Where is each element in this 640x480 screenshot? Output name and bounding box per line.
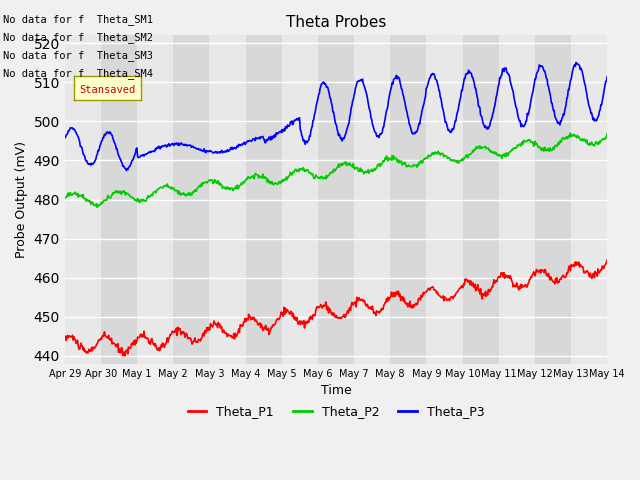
- Line: Theta_P1: Theta_P1: [65, 260, 607, 356]
- Line: Theta_P3: Theta_P3: [65, 62, 607, 170]
- Text: No data for f  Theta_SM4: No data for f Theta_SM4: [3, 68, 153, 79]
- Theta_P2: [252, 170, 260, 176]
- Line: Theta_P2: Theta_P2: [65, 133, 607, 207]
- Bar: [65, 36, 101, 364]
- Theta_P2: [93, 204, 101, 210]
- Title: Theta Probes: Theta Probes: [286, 15, 386, 30]
- Bar: [571, 36, 607, 364]
- Bar: [209, 36, 246, 364]
- Text: No data for f  Theta_SM2: No data for f Theta_SM2: [3, 32, 153, 43]
- Theta_P3: [273, 130, 280, 136]
- Theta_P1: [273, 318, 280, 324]
- Theta_P2: [125, 192, 133, 198]
- Theta_P3: [572, 60, 580, 65]
- Theta_P1: [604, 257, 611, 263]
- Bar: [426, 36, 463, 364]
- Theta_P3: [225, 148, 233, 154]
- Theta_P2: [61, 195, 68, 201]
- Theta_P3: [604, 74, 611, 80]
- X-axis label: Time: Time: [321, 384, 351, 397]
- Theta_P1: [225, 332, 233, 338]
- Theta_P1: [61, 333, 68, 339]
- Text: No data for f  Theta_SM3: No data for f Theta_SM3: [3, 50, 153, 61]
- Bar: [101, 36, 137, 364]
- Legend: Theta_P1, Theta_P2, Theta_P3: Theta_P1, Theta_P2, Theta_P3: [182, 400, 490, 423]
- Text: Stansaved: Stansaved: [79, 85, 135, 95]
- Bar: [318, 36, 354, 364]
- Y-axis label: Probe Output (mV): Probe Output (mV): [15, 141, 28, 258]
- Theta_P2: [566, 130, 574, 136]
- Theta_P3: [125, 164, 133, 170]
- Bar: [535, 36, 571, 364]
- Theta_P2: [273, 181, 280, 187]
- Theta_P2: [392, 155, 400, 161]
- Bar: [354, 36, 390, 364]
- Bar: [499, 36, 535, 364]
- Bar: [390, 36, 426, 364]
- Theta_P1: [392, 289, 400, 295]
- Bar: [173, 36, 209, 364]
- Theta_P3: [61, 135, 68, 141]
- Theta_P1: [423, 288, 431, 294]
- Text: No data for f  Theta_SM1: No data for f Theta_SM1: [3, 13, 153, 24]
- Theta_P1: [125, 345, 133, 351]
- Theta_P3: [252, 135, 260, 141]
- Theta_P2: [604, 131, 611, 136]
- Bar: [246, 36, 282, 364]
- Theta_P3: [392, 72, 400, 78]
- Bar: [463, 36, 499, 364]
- Bar: [282, 36, 318, 364]
- Theta_P3: [122, 168, 130, 173]
- Theta_P1: [252, 317, 260, 323]
- Theta_P1: [121, 353, 129, 359]
- Theta_P2: [225, 184, 233, 190]
- Bar: [137, 36, 173, 364]
- Theta_P3: [423, 85, 431, 91]
- Theta_P2: [423, 155, 431, 161]
